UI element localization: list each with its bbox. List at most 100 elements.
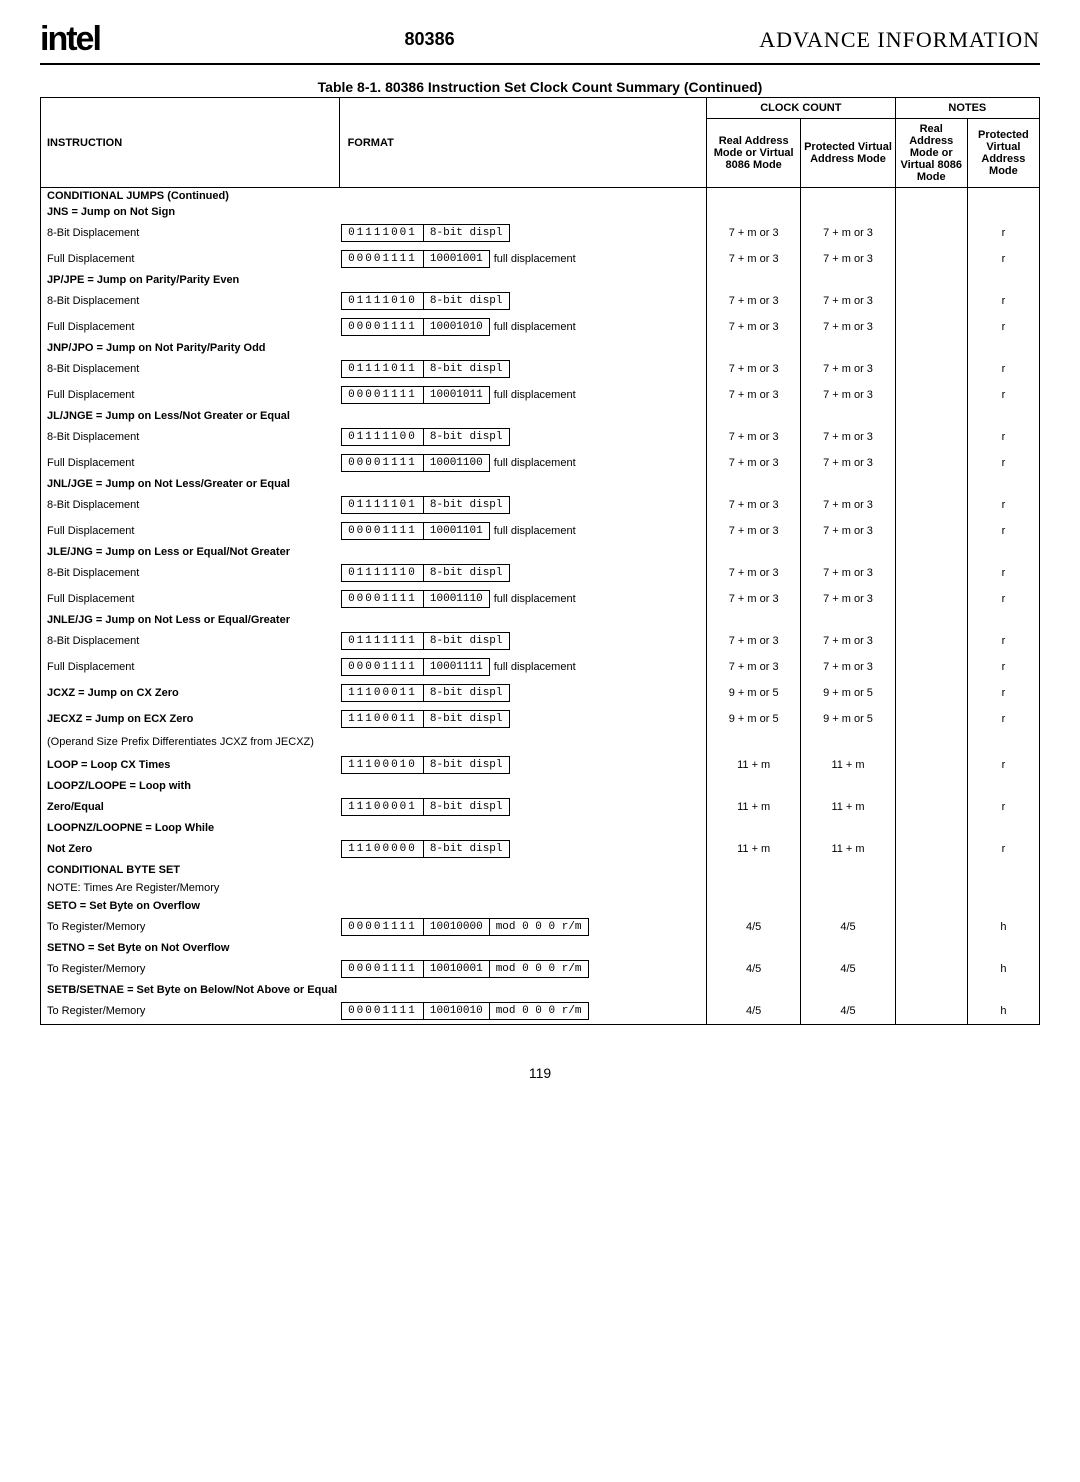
clock-cell: 7 + m or 3 — [801, 586, 895, 612]
clock-cell: 7 + m or 3 — [801, 220, 895, 246]
note-cell — [895, 706, 967, 732]
note-cell: r — [967, 706, 1039, 732]
section-head: SETB/SETNAE = Set Byte on Below/Not Abov… — [41, 982, 707, 998]
instr-label: JCXZ = Jump on CX Zero — [41, 680, 340, 706]
clock-cell: 7 + m or 3 — [801, 518, 895, 544]
note-cell: r — [967, 680, 1039, 706]
instr-label: LOOP = Loop CX Times — [41, 752, 340, 778]
note-cell: r — [967, 628, 1039, 654]
section-head: SETO = Set Byte on Overflow — [41, 898, 707, 914]
note-cell — [895, 956, 967, 982]
instr-label: 8-Bit Displacement — [41, 356, 340, 382]
format-cell: 111000118-bit displ — [339, 680, 706, 706]
format-cell: 011110108-bit displ — [339, 288, 706, 314]
note-cell — [895, 998, 967, 1025]
note-cell — [895, 560, 967, 586]
clock-cell: 7 + m or 3 — [706, 586, 800, 612]
note-cell: r — [967, 450, 1039, 476]
format-cell: 011110018-bit displ — [339, 220, 706, 246]
note-cell — [895, 424, 967, 450]
col-prot2: Protected Virtual Address Mode — [967, 119, 1039, 188]
clock-cell: 11 + m — [801, 836, 895, 862]
clock-cell: 11 + m — [706, 836, 800, 862]
instr-label: Full Displacement — [41, 246, 340, 272]
clock-cell: 7 + m or 3 — [801, 450, 895, 476]
clock-cell: 7 + m or 3 — [706, 382, 800, 408]
page-number: 119 — [40, 1065, 1040, 1081]
note-cell — [895, 382, 967, 408]
clock-cell: 7 + m or 3 — [801, 356, 895, 382]
note-cell — [895, 794, 967, 820]
section-head: LOOPZ/LOOPE = Loop with — [41, 778, 707, 794]
col-prot1: Protected Virtual Address Mode — [801, 119, 895, 188]
clock-cell: 7 + m or 3 — [706, 628, 800, 654]
format-cell: 0000111110001101full displacement — [339, 518, 706, 544]
clock-cell: 4/5 — [801, 914, 895, 940]
instr-label: 8-Bit Displacement — [41, 560, 340, 586]
section-head: (Operand Size Prefix Differentiates JCXZ… — [41, 732, 707, 752]
clock-cell: 7 + m or 3 — [801, 314, 895, 340]
clock-cell: 9 + m or 5 — [706, 680, 800, 706]
instr-label: Full Displacement — [41, 586, 340, 612]
col-notes: NOTES — [895, 98, 1039, 119]
note-cell: r — [967, 586, 1039, 612]
format-cell: 111000018-bit displ — [339, 794, 706, 820]
note-cell: r — [967, 492, 1039, 518]
instr-label: Full Displacement — [41, 518, 340, 544]
format-cell: 011110118-bit displ — [339, 356, 706, 382]
instr-label: Full Displacement — [41, 382, 340, 408]
table-title: Table 8-1. 80386 Instruction Set Clock C… — [40, 79, 1040, 95]
clock-cell: 7 + m or 3 — [801, 424, 895, 450]
section-head: JNL/JGE = Jump on Not Less/Greater or Eq… — [41, 476, 707, 492]
note-cell — [895, 450, 967, 476]
note-cell — [895, 628, 967, 654]
format-cell: 011111018-bit displ — [339, 492, 706, 518]
chip-number: 80386 — [405, 29, 455, 50]
format-cell: 0000111110001010full displacement — [339, 314, 706, 340]
clock-cell: 7 + m or 3 — [706, 288, 800, 314]
note-cell: r — [967, 424, 1039, 450]
clock-cell: 11 + m — [706, 794, 800, 820]
instr-label: JECXZ = Jump on ECX Zero — [41, 706, 340, 732]
instr-label: Full Displacement — [41, 654, 340, 680]
clock-cell: 7 + m or 3 — [706, 424, 800, 450]
section-head: JNP/JPO = Jump on Not Parity/Parity Odd — [41, 340, 707, 356]
note-cell: r — [967, 220, 1039, 246]
section-head: JNLE/JG = Jump on Not Less or Equal/Grea… — [41, 612, 707, 628]
format-cell: 0000111110001011full displacement — [339, 382, 706, 408]
note-cell: r — [967, 518, 1039, 544]
clock-cell: 7 + m or 3 — [706, 560, 800, 586]
note-cell — [895, 654, 967, 680]
note-cell: r — [967, 560, 1039, 586]
col-clock: CLOCK COUNT — [706, 98, 895, 119]
note-cell — [895, 752, 967, 778]
note-cell — [895, 680, 967, 706]
clock-cell: 7 + m or 3 — [801, 560, 895, 586]
note-cell: h — [967, 914, 1039, 940]
clock-cell: 11 + m — [801, 752, 895, 778]
format-cell: 111000108-bit displ — [339, 752, 706, 778]
clock-cell: 9 + m or 5 — [801, 706, 895, 732]
col-real1: Real Address Mode or Virtual 8086 Mode — [706, 119, 800, 188]
format-cell: 0000111110010000mod 0 0 0 r/m — [339, 914, 706, 940]
note-cell — [895, 492, 967, 518]
clock-cell: 7 + m or 3 — [801, 628, 895, 654]
section-head: LOOPNZ/LOOPNE = Loop While — [41, 820, 707, 836]
note-cell — [895, 220, 967, 246]
format-cell: 011111008-bit displ — [339, 424, 706, 450]
format-cell: 011111108-bit displ — [339, 560, 706, 586]
clock-cell: 7 + m or 3 — [801, 382, 895, 408]
note-cell: r — [967, 246, 1039, 272]
note-cell: r — [967, 314, 1039, 340]
instr-label: To Register/Memory — [41, 956, 340, 982]
clock-cell: 4/5 — [706, 998, 800, 1025]
section-head: JNS = Jump on Not Sign — [41, 204, 707, 220]
instr-label: 8-Bit Displacement — [41, 424, 340, 450]
section-head: CONDITIONAL BYTE SET — [41, 862, 707, 878]
note-cell — [895, 288, 967, 314]
note-cell: r — [967, 836, 1039, 862]
format-cell: 011111118-bit displ — [339, 628, 706, 654]
format-cell: 0000111110001100full displacement — [339, 450, 706, 476]
note-cell: r — [967, 794, 1039, 820]
note-cell — [895, 314, 967, 340]
